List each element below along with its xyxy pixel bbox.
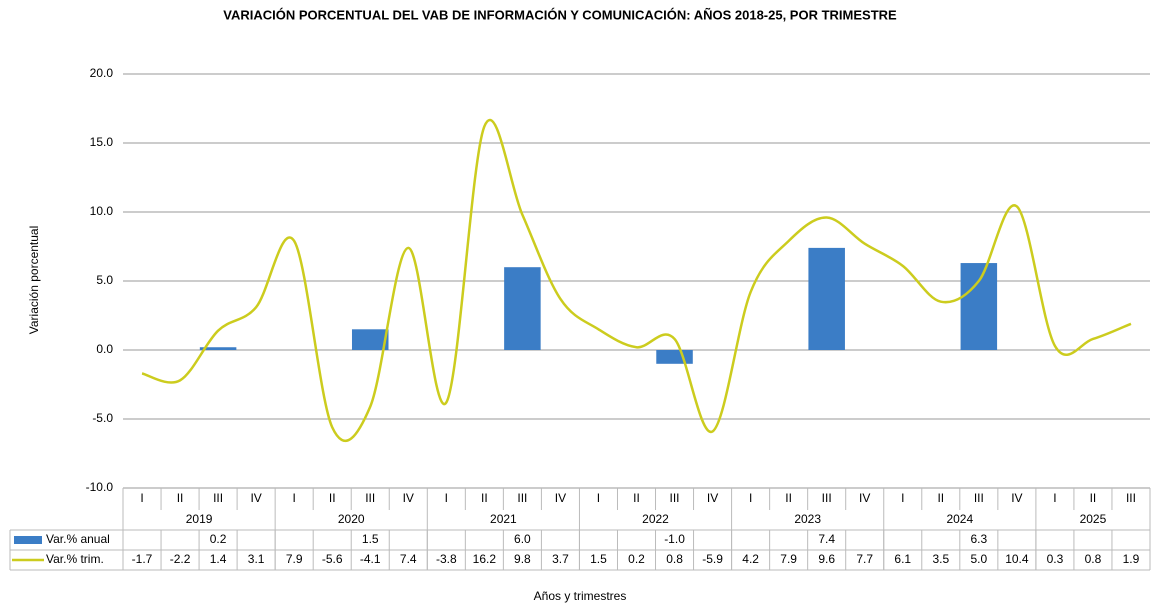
data-label: 6.3 (970, 532, 987, 546)
data-label: 7.4 (818, 532, 835, 546)
x-tick-label: II (785, 491, 792, 505)
data-label: -5.9 (702, 552, 723, 566)
x-tick-label: III (822, 491, 832, 505)
bar (351, 329, 389, 350)
bar (960, 263, 998, 350)
x-axis-title: Años y trimestres (534, 589, 627, 603)
data-label: 1.5 (362, 532, 379, 546)
data-label: -4.1 (360, 552, 381, 566)
x-tick-label: II (1090, 491, 1097, 505)
x-tick-label: II (329, 491, 336, 505)
year-label: 2023 (794, 512, 821, 526)
data-label: 0.8 (1085, 552, 1102, 566)
x-tick-label: I (597, 491, 600, 505)
data-label: 1.5 (590, 552, 607, 566)
data-label: 7.9 (780, 552, 797, 566)
bar (808, 247, 845, 350)
y-tick-label: 5.0 (96, 273, 113, 287)
x-tick-label: III (213, 491, 223, 505)
x-tick-label: IV (555, 491, 566, 505)
x-tick-label: I (1053, 491, 1056, 505)
data-label: 0.3 (1047, 552, 1064, 566)
data-label: 7.9 (286, 552, 303, 566)
x-tick-label: IV (403, 491, 414, 505)
data-label: 3.5 (932, 552, 949, 566)
x-tick-label: III (670, 491, 680, 505)
data-label: -1.7 (132, 552, 153, 566)
data-label: 7.7 (856, 552, 873, 566)
y-tick-label: -5.0 (92, 411, 113, 425)
y-tick-label: -10.0 (86, 480, 114, 494)
x-tick-label: II (633, 491, 640, 505)
x-tick-label: III (365, 491, 375, 505)
data-label: 16.2 (473, 552, 497, 566)
data-label: 4.2 (742, 552, 759, 566)
data-label: -1.0 (664, 532, 685, 546)
y-tick-label: 10.0 (90, 204, 114, 218)
x-tick-label: IV (250, 491, 261, 505)
x-tick-label: III (974, 491, 984, 505)
data-label: 9.6 (818, 552, 835, 566)
data-label: 1.4 (210, 552, 227, 566)
year-label: 2021 (490, 512, 517, 526)
data-label: 10.4 (1005, 552, 1029, 566)
x-tick-label: IV (1011, 491, 1022, 505)
data-label: 3.7 (552, 552, 569, 566)
y-axis-title: Variación porcentual (27, 226, 41, 335)
bar (199, 347, 237, 350)
x-tick-label: I (901, 491, 904, 505)
year-label: 2022 (642, 512, 669, 526)
data-label: 3.1 (248, 552, 265, 566)
x-tick-label: I (749, 491, 752, 505)
x-tick-label: III (517, 491, 527, 505)
data-label: 0.2 (210, 532, 227, 546)
data-label: -3.8 (436, 552, 457, 566)
x-tick-label: II (177, 491, 184, 505)
year-label: 2019 (186, 512, 213, 526)
data-label: 9.8 (514, 552, 531, 566)
data-label: -5.6 (322, 552, 343, 566)
line (141, 118, 1132, 442)
x-tick-label: IV (859, 491, 870, 505)
y-tick-label: 15.0 (90, 135, 114, 149)
data-label: 7.4 (400, 552, 417, 566)
x-tick-label: III (1126, 491, 1136, 505)
legend-label: Var.% trim. (46, 552, 104, 566)
data-label: -2.2 (170, 552, 191, 566)
data-label: 6.0 (514, 532, 531, 546)
year-label: 2020 (338, 512, 365, 526)
data-label: 1.9 (1123, 552, 1140, 566)
y-tick-label: 20.0 (90, 66, 114, 80)
x-tick-label: I (445, 491, 448, 505)
data-label: 0.2 (628, 552, 645, 566)
chart-title: VARIACIÓN PORCENTUAL DEL VAB DE INFORMAC… (223, 7, 897, 22)
data-label: 6.1 (894, 552, 911, 566)
bar (656, 350, 693, 364)
legend-swatch (14, 536, 42, 544)
legend-label: Var.% anual (46, 532, 110, 546)
data-label: 5.0 (970, 552, 987, 566)
x-tick-label: I (292, 491, 295, 505)
x-tick-label: II (481, 491, 488, 505)
bar (504, 267, 541, 350)
y-tick-label: 0.0 (96, 342, 113, 356)
data-label: 0.8 (666, 552, 683, 566)
x-tick-label: I (140, 491, 143, 505)
year-label: 2025 (1080, 512, 1107, 526)
x-tick-label: II (937, 491, 944, 505)
year-label: 2024 (946, 512, 973, 526)
x-tick-label: IV (707, 491, 718, 505)
